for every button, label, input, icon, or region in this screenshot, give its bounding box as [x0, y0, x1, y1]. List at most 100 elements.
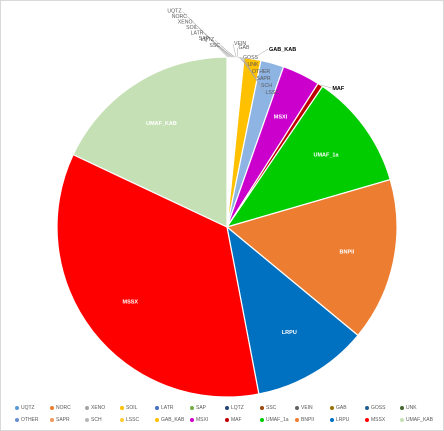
legend-item-unk: UNK	[400, 405, 435, 411]
legend-label: UMAF_1a	[266, 417, 289, 423]
pie-slice-umaf-kab	[72, 56, 228, 228]
legend-label: VEIN	[301, 405, 313, 411]
legend-swatch	[120, 406, 124, 410]
legend-item-sap: SAP	[190, 405, 225, 411]
legend-label: LSSC	[126, 417, 140, 423]
slice-label-sch: SCH	[261, 83, 272, 89]
legend-swatch	[85, 418, 89, 422]
legend-swatch	[225, 406, 229, 410]
legend-swatch	[155, 418, 159, 422]
slice-label-lrpu: LRPU	[282, 330, 297, 336]
legend-item-soil: SOIL	[120, 405, 155, 411]
pie-slice-umaf-1a	[225, 85, 391, 229]
legend-item-bnpii: BNPII	[295, 417, 330, 423]
slice-label-lssc: LSSC	[266, 90, 280, 96]
legend-swatch	[260, 406, 264, 410]
legend-item-msxi: MSXI	[190, 417, 225, 423]
slice-label-uqtz: UQTZ	[167, 9, 181, 15]
slice-label-other: OTHER	[252, 69, 270, 75]
leader-line-sapr	[241, 57, 256, 80]
legend-swatch	[50, 418, 54, 422]
legend-label: GAB_KAB	[161, 417, 185, 423]
legend-label: SCH	[91, 417, 102, 423]
slice-label-msxi: MSXI	[274, 114, 288, 120]
legend-label: XENO	[91, 405, 106, 411]
pie-slice-lrpu	[226, 225, 359, 395]
legend-swatch	[260, 418, 264, 422]
leader-line-vein	[232, 43, 237, 58]
slice-label-sapr: SAPR	[257, 76, 271, 82]
legend-swatch	[50, 406, 54, 410]
leader-line-lssc	[243, 57, 265, 94]
legend-item-sapr: SAPR	[50, 417, 85, 423]
leader-line-sch	[242, 57, 261, 87]
legend-label: UMAF_KAB	[406, 417, 433, 423]
leader-line-ssc	[220, 45, 236, 58]
legend-item-goss: GOSS	[365, 405, 400, 411]
slice-label-goss: GOSS	[243, 55, 259, 61]
legend-swatch	[365, 406, 369, 410]
legend-label: SAPR	[56, 417, 70, 423]
pie-chart: MSXI UMAF_1a BNPII LRPU MSSX UMAF_KAB UQTZNORC…	[56, 9, 398, 398]
legend-label: LRPU	[336, 417, 350, 423]
pie-slice-bnpii	[225, 178, 398, 337]
legend-label: LQTZ	[231, 405, 244, 411]
legend-swatch	[295, 406, 299, 410]
legend-swatch	[295, 418, 299, 422]
legend-label: GOSS	[371, 405, 386, 411]
legend-item-xeno: XENO	[85, 405, 120, 411]
legend-label: UQTZ	[21, 405, 35, 411]
legend-swatch	[85, 406, 89, 410]
legend-swatch	[155, 406, 159, 410]
legend-item-uqtz: UQTZ	[15, 405, 50, 411]
legend-label: NORC	[56, 405, 71, 411]
slice-label-soil: SOIL	[186, 25, 198, 31]
slice-label-gab-kab: GAB_KAB	[269, 47, 296, 53]
legend-label: BNPII	[301, 417, 315, 423]
legend-label: SAP	[196, 405, 207, 411]
legend-item-umaf-1a: UMAF_1a	[260, 417, 295, 423]
legend-label: MAF	[231, 417, 242, 423]
legend-label: GAB	[336, 405, 347, 411]
legend-swatch	[330, 406, 334, 410]
legend-item-other: OTHER	[15, 417, 50, 423]
legend-item-maf: MAF	[225, 417, 260, 423]
legend-item-gab-kab: GAB_KAB	[155, 417, 190, 423]
slice-label-maf: MAF	[332, 86, 345, 92]
slice-label-bnpii: BNPII	[340, 249, 355, 255]
legend-item-lssc: LSSC	[120, 417, 155, 423]
legend-item-mssx: MSSX	[365, 417, 400, 423]
legend-item-norc: NORC	[50, 405, 85, 411]
leader-line-maf	[320, 84, 332, 89]
legend-label: MSXI	[196, 417, 209, 423]
legend-item-latr: LATR	[155, 405, 190, 411]
slice-label-umaf-kab: UMAF_KAB	[146, 121, 177, 127]
slice-label-umaf-1a: UMAF_1a	[313, 153, 339, 159]
legend-item-gab: GAB	[330, 405, 365, 411]
slice-label-gab: GAB	[239, 45, 250, 51]
legend-label: MSSX	[371, 417, 386, 423]
legend: UQTZ NORC XENO SOIL LATR SAP LQTZ SSC VEIN GAB GOS…	[15, 405, 435, 423]
slice-label-norc: NORC	[172, 14, 188, 20]
legend-swatch	[400, 418, 404, 422]
pie-slice-mssx	[56, 153, 260, 398]
leader-line-gab-kab	[252, 48, 269, 60]
legend-item-lrpu: LRPU	[330, 417, 365, 423]
legend-swatch	[365, 418, 369, 422]
legend-label: UNK	[406, 405, 417, 411]
legend-item-vein: VEIN	[295, 405, 330, 411]
slice-label-vein: VEIN	[234, 41, 246, 47]
slice-label-ssc: SSC	[209, 43, 220, 49]
legend-item-ssc: SSC	[260, 405, 295, 411]
legend-swatch	[15, 406, 19, 410]
legend-swatch	[190, 406, 194, 410]
legend-swatch	[15, 418, 19, 422]
slice-label-xeno: XENO	[178, 20, 193, 26]
legend-label: LATR	[161, 405, 174, 411]
legend-swatch	[190, 418, 194, 422]
legend-swatch	[225, 418, 229, 422]
legend-label: OTHER	[21, 417, 39, 423]
legend-swatch	[400, 406, 404, 410]
legend-item-sch: SCH	[85, 417, 120, 423]
